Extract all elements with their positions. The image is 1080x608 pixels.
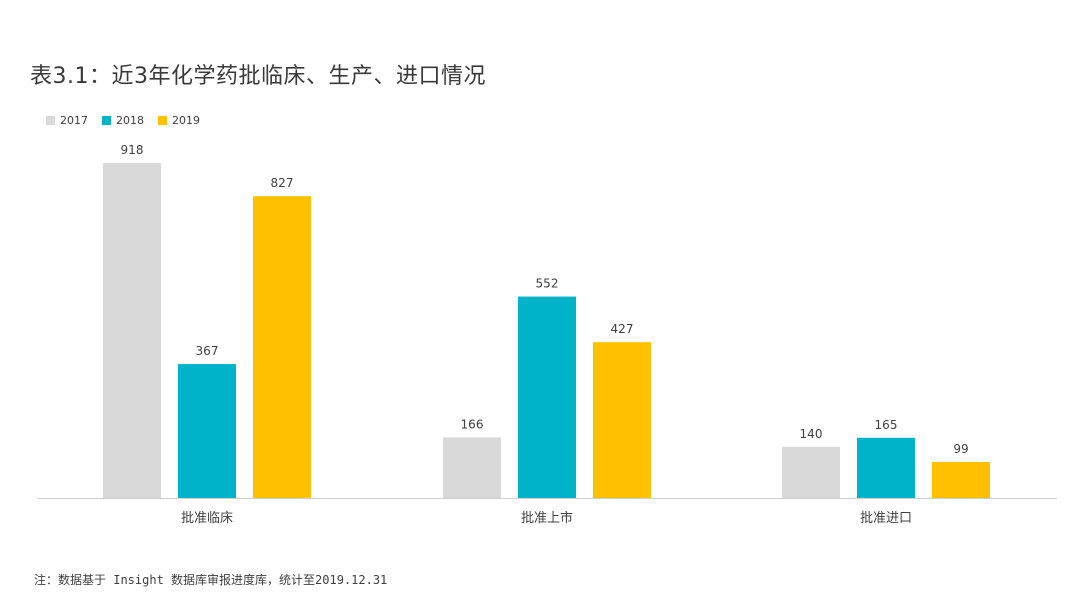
data-label: 165 [875, 418, 898, 432]
bar-2018 [857, 437, 915, 498]
bar-2018 [178, 364, 236, 498]
data-label: 427 [611, 322, 634, 336]
footnote: 注：数据基于 Insight 数据库审报进度库，统计至2019.12.31 [34, 573, 388, 587]
data-label: 99 [953, 442, 968, 456]
bar-2019 [932, 461, 990, 498]
legend-label-2019: 2019 [172, 114, 200, 127]
legend-item-2019: 2019 [158, 114, 200, 127]
data-label: 918 [121, 143, 144, 157]
category-label: 批准上市 [521, 510, 573, 526]
legend-item-2017: 2017 [46, 114, 88, 127]
legend-label-2017: 2017 [60, 114, 88, 127]
legend-swatch-2019 [158, 116, 167, 125]
bar-2018 [518, 296, 576, 498]
legend-swatch-2017 [46, 116, 55, 125]
data-label: 827 [271, 176, 294, 190]
bar-group: 166 552 427 批准上市 [443, 277, 651, 526]
data-label: 140 [800, 427, 823, 441]
bar-2017 [782, 446, 840, 498]
bar-group: 140 165 99 批准进口 [782, 418, 990, 526]
category-label: 批准进口 [860, 511, 912, 526]
legend-item-2018: 2018 [102, 114, 144, 127]
legend-label-2018: 2018 [116, 114, 144, 127]
data-label: 552 [536, 277, 559, 291]
legend-swatch-2018 [102, 116, 111, 125]
bar-2019 [253, 196, 311, 498]
bar-group: 918 367 827 批准临床 [103, 143, 311, 526]
bar-2017 [443, 437, 501, 498]
data-label: 166 [461, 417, 484, 431]
category-label: 批准临床 [181, 511, 233, 526]
bar-2019 [593, 342, 651, 498]
chart-title: 表3.1：近3年化学药批临床、生产、进口情况 [30, 64, 486, 89]
legend: 2017 2018 2019 [46, 114, 200, 127]
data-label: 367 [196, 344, 219, 358]
bar-2017 [103, 163, 161, 498]
